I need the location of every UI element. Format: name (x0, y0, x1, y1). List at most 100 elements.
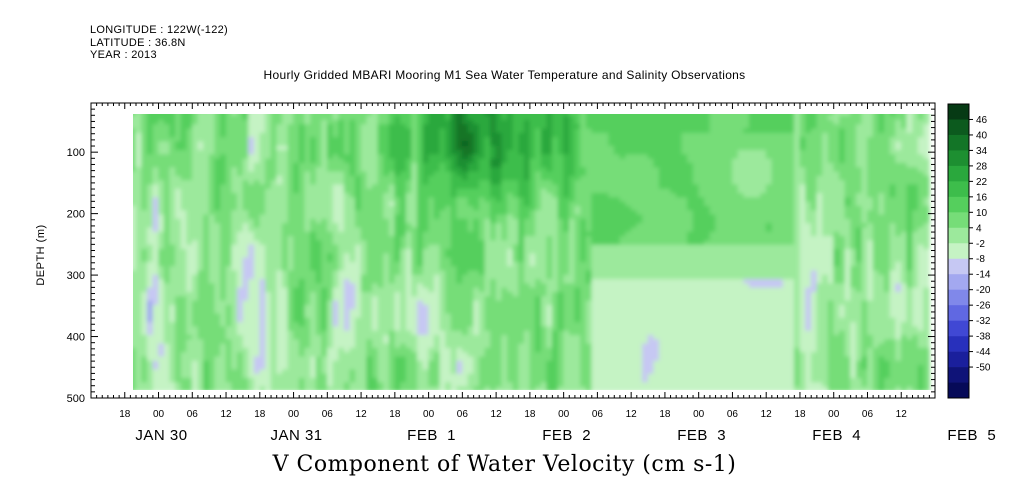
velocity-cell (495, 296, 503, 302)
velocity-cell (236, 150, 244, 155)
velocity-cell (507, 227, 514, 233)
velocity-cell (327, 326, 334, 332)
velocity-cell (394, 270, 401, 276)
velocity-cell (124, 369, 130, 374)
velocity-cell (287, 223, 294, 229)
velocity-cell (102, 292, 108, 297)
velocity-cell (152, 356, 159, 362)
velocity-cell (467, 244, 474, 250)
velocity-cell (310, 309, 317, 315)
velocity-cell (445, 356, 452, 362)
velocity-cell (208, 150, 216, 155)
velocity-cell (158, 244, 165, 250)
velocity-cell (293, 253, 300, 259)
velocity-cell (108, 296, 114, 301)
velocity-cell (495, 132, 503, 138)
velocity-cell (133, 296, 137, 302)
velocity-cell (473, 175, 480, 181)
velocity-cell (203, 266, 210, 272)
velocity-cell (338, 309, 345, 315)
velocity-cell (293, 223, 300, 229)
velocity-cell (349, 347, 356, 353)
velocity-cell (163, 365, 171, 371)
velocity-cell (411, 124, 418, 130)
velocity-cell (248, 137, 255, 143)
velocity-cell (490, 167, 497, 173)
velocity-cell (186, 132, 193, 138)
velocity-cell (315, 240, 322, 246)
velocity-cell (135, 150, 142, 155)
velocity-cell (208, 309, 216, 315)
velocity-cell (220, 145, 227, 151)
velocity-cell (113, 120, 119, 125)
velocity-cell (102, 124, 108, 129)
velocity-cell (467, 193, 474, 198)
velocity-cell (242, 132, 249, 138)
velocity-cell (428, 154, 435, 160)
velocity-cell (343, 339, 351, 345)
velocity-cell (456, 193, 463, 198)
velocity-cell (332, 326, 339, 332)
velocity-cell (108, 283, 114, 288)
velocity-cell (208, 236, 216, 241)
velocity-cell (405, 274, 413, 280)
velocity-cell (388, 128, 396, 134)
velocity-cell (135, 236, 142, 241)
velocity-cell (191, 339, 199, 345)
velocity-cell (377, 180, 384, 186)
velocity-cell (366, 322, 373, 328)
velocity-cell (293, 304, 300, 310)
velocity-cell (124, 197, 130, 202)
velocity-cell (108, 107, 114, 112)
velocity-cell (456, 188, 463, 194)
velocity-cell (175, 279, 182, 284)
velocity-cell (433, 210, 441, 216)
velocity-cell (349, 326, 356, 332)
velocity-cell (133, 304, 137, 310)
velocity-cell (169, 386, 176, 390)
velocity-cell (298, 347, 306, 353)
velocity-cell (152, 167, 159, 173)
velocity-cell (158, 119, 165, 125)
velocity-cell (146, 180, 154, 186)
velocity-cell (259, 270, 266, 276)
velocity-cell (276, 114, 283, 117)
velocity-cell (507, 386, 514, 390)
velocity-cell (214, 248, 221, 254)
velocity-cell (388, 236, 396, 241)
velocity-cell (220, 240, 227, 246)
velocity-cell (158, 115, 165, 121)
velocity-cell (242, 128, 249, 134)
velocity-cell (113, 288, 119, 293)
velocity-cell (133, 365, 137, 371)
velocity-cell (445, 313, 452, 319)
velocity-cell (259, 137, 266, 143)
velocity-cell (304, 322, 311, 328)
velocity-cell (108, 129, 114, 134)
velocity-cell (169, 218, 176, 224)
velocity-cell (163, 158, 171, 164)
velocity-cell (518, 132, 525, 138)
velocity-cell (186, 266, 193, 272)
velocity-cell (203, 214, 210, 220)
velocity-cell (372, 373, 379, 379)
velocity-cell (191, 352, 199, 358)
velocity-cell (214, 214, 221, 220)
velocity-cell (248, 296, 255, 302)
velocity-cell (259, 274, 266, 280)
velocity-cell (270, 291, 277, 297)
velocity-cell (360, 210, 368, 216)
velocity-cell (304, 317, 311, 323)
velocity-cell (304, 253, 311, 259)
velocity-cell (180, 330, 187, 336)
velocity-cell (349, 386, 356, 390)
velocity-cell (265, 128, 272, 134)
velocity-cell (192, 107, 198, 112)
velocity-cell (321, 378, 328, 383)
velocity-cell (439, 304, 446, 310)
velocity-cell (495, 205, 503, 211)
velocity-cell (422, 167, 429, 173)
velocity-cell (214, 365, 221, 371)
velocity-cell (400, 236, 407, 241)
velocity-cell (484, 253, 491, 259)
